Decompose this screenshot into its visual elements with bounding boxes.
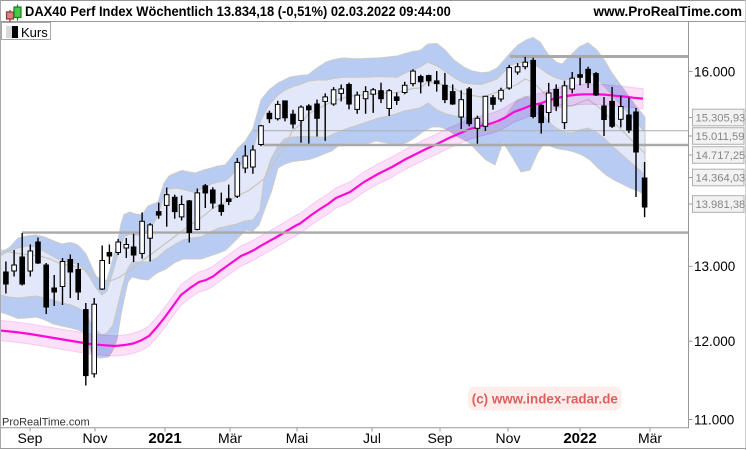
svg-text:2021: 2021 xyxy=(148,430,181,447)
svg-text:16.000: 16.000 xyxy=(694,64,735,79)
svg-text:Nov: Nov xyxy=(83,430,108,446)
svg-text:12.000: 12.000 xyxy=(694,334,735,349)
svg-text:14.717,25: 14.717,25 xyxy=(696,150,746,162)
svg-text:13.000: 13.000 xyxy=(694,259,735,274)
svg-text:Mai: Mai xyxy=(286,430,309,446)
svg-text:Sep: Sep xyxy=(18,430,43,446)
svg-text:Mär: Mär xyxy=(218,430,242,446)
svg-text:15.011,59: 15.011,59 xyxy=(696,131,745,143)
svg-text:Nov: Nov xyxy=(496,430,521,446)
svg-text:13.981,38: 13.981,38 xyxy=(696,199,746,211)
svg-text:Mär: Mär xyxy=(638,430,662,446)
svg-text:15.305,93: 15.305,93 xyxy=(696,113,746,125)
svg-text:(c) www.index-radar.de: (c) www.index-radar.de xyxy=(472,391,618,406)
svg-text:ProRealTime.com: ProRealTime.com xyxy=(2,417,90,429)
svg-text:2022: 2022 xyxy=(563,430,596,447)
svg-text:11.000: 11.000 xyxy=(694,412,734,427)
svg-text:Sep: Sep xyxy=(428,430,453,446)
svg-text:Jul: Jul xyxy=(363,430,381,446)
svg-text:14.364,03: 14.364,03 xyxy=(696,173,746,185)
